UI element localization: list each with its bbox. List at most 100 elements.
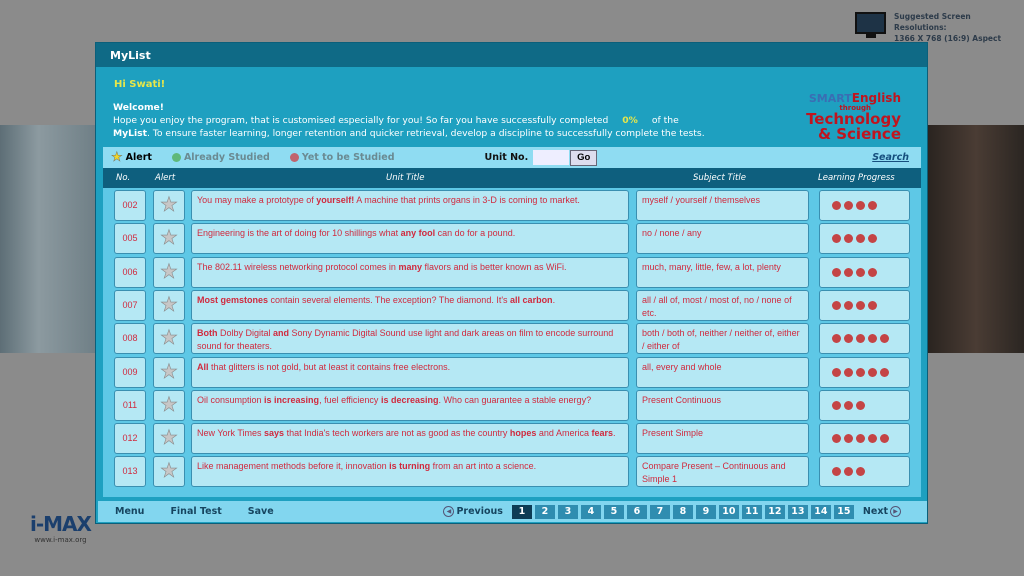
star-icon: ★: [160, 227, 179, 250]
table-row[interactable]: 009 ★ All that glitters is not gold, but…: [103, 355, 921, 388]
title-text: from an art into a science.: [430, 461, 537, 472]
unit-title[interactable]: The 802.11 wireless networking protocol …: [191, 256, 629, 288]
progress-dot: [832, 201, 841, 210]
alert-star-button[interactable]: ★: [153, 323, 185, 355]
progress-dot: [868, 334, 877, 344]
table-row[interactable]: 008 ★ Both Dolby Digital and Sony Dynami…: [103, 321, 921, 355]
subject-title: both / both of, neither / neither of, ei…: [636, 323, 809, 355]
progress-dot: [844, 201, 853, 210]
progress-dot: [868, 300, 877, 310]
table-row[interactable]: 006 ★ The 802.11 wireless networking pro…: [103, 255, 921, 288]
unit-list-panel: ★ Alert Already Studied Yet to be Studied…: [103, 147, 921, 497]
subject-title: myself / yourself / themselves: [636, 190, 809, 221]
page-3-button[interactable]: 3: [557, 504, 578, 519]
table-row[interactable]: 012 ★ New York Times says that India's t…: [103, 421, 921, 455]
unit-title[interactable]: Like management methods before it, innov…: [191, 456, 629, 488]
alert-star-button[interactable]: ★: [153, 423, 185, 455]
page-7-button[interactable]: 7: [649, 504, 670, 519]
progress-dot: [868, 201, 877, 210]
table-row[interactable]: 002 ★ You may make a prototype of yourse…: [103, 188, 921, 221]
title-emphasis: is decreasing: [380, 394, 439, 405]
alert-star-button[interactable]: ★: [153, 389, 185, 421]
subject-title: all, every and whole: [636, 356, 809, 388]
alert-star-button[interactable]: ★: [153, 356, 185, 388]
green-dot-icon: [171, 153, 181, 162]
title-emphasis: Both: [197, 328, 218, 339]
alert-star-button[interactable]: ★: [153, 256, 185, 288]
go-button[interactable]: Go: [570, 149, 598, 166]
search-link[interactable]: Search: [872, 152, 909, 163]
unit-no-input[interactable]: [533, 150, 570, 165]
yet-to-study-filter[interactable]: Yet to be Studied: [289, 152, 395, 163]
welcome-line2: . To ensure faster learning, longer rete…: [147, 128, 705, 139]
menu-button[interactable]: Menu: [115, 506, 145, 517]
unit-number: 005: [114, 223, 146, 255]
progress-dot: [832, 434, 841, 444]
table-row[interactable]: 013 ★ Like management methods before it,…: [103, 454, 921, 488]
already-studied-label: Already Studied: [183, 152, 270, 163]
table-row[interactable]: 011 ★ Oil consumption is increasing, fue…: [103, 388, 921, 421]
title-text: , fuel efficiency: [319, 394, 381, 405]
page-15-button[interactable]: 15: [833, 504, 854, 519]
learning-progress: [819, 389, 910, 421]
progress-dot: [844, 234, 853, 244]
page-4-button[interactable]: 4: [580, 504, 601, 519]
already-studied-filter[interactable]: Already Studied: [171, 152, 270, 163]
table-header: No. Alert Unit Title Subject Title Learn…: [103, 168, 921, 188]
unit-title[interactable]: Both Dolby Digital and Sony Dynamic Digi…: [191, 323, 629, 355]
alert-filter[interactable]: ★ Alert: [111, 150, 152, 166]
title-emphasis: All: [197, 361, 209, 372]
title-emphasis: fears: [591, 428, 613, 439]
page-9-button[interactable]: 9: [695, 504, 716, 519]
completion-percent: 0%: [622, 115, 638, 126]
page-14-button[interactable]: 14: [810, 504, 831, 519]
progress-dot: [856, 467, 865, 477]
unit-title[interactable]: New York Times says that India's tech wo…: [191, 423, 629, 455]
final-test-button[interactable]: Final Test: [170, 506, 222, 517]
alert-star-button[interactable]: ★: [153, 223, 185, 255]
subject-title: Present Continuous: [636, 389, 809, 421]
arrow-right-icon: ▶: [890, 506, 901, 517]
col-subject-title: Subject Title: [693, 173, 746, 183]
unit-title[interactable]: You may make a prototype of yourself! A …: [191, 190, 629, 221]
unit-title[interactable]: Engineering is the art of doing for 10 s…: [191, 223, 629, 255]
previous-button[interactable]: ◀ Previous: [443, 506, 503, 517]
page-5-button[interactable]: 5: [603, 504, 624, 519]
table-row[interactable]: 005 ★ Engineering is the art of doing fo…: [103, 221, 921, 255]
page-2-button[interactable]: 2: [534, 504, 555, 519]
page-6-button[interactable]: 6: [626, 504, 647, 519]
alert-star-button[interactable]: ★: [153, 289, 185, 321]
page-1-button[interactable]: 1: [511, 504, 532, 519]
progress-dot: [832, 367, 841, 377]
unit-title[interactable]: Oil consumption is increasing, fuel effi…: [191, 389, 629, 421]
page-13-button[interactable]: 13: [787, 504, 808, 519]
next-button[interactable]: Next ▶: [863, 506, 901, 517]
alert-star-button[interactable]: ★: [153, 456, 185, 488]
title-emphasis: is increasing: [264, 394, 320, 405]
progress-dot: [844, 267, 853, 277]
learning-progress: [819, 289, 910, 321]
progress-dot: [868, 367, 877, 377]
alert-filter-label: Alert: [125, 152, 152, 163]
page-8-button[interactable]: 8: [672, 504, 693, 519]
progress-dot: [844, 434, 853, 444]
filter-bar: ★ Alert Already Studied Yet to be Studied…: [103, 147, 921, 168]
alert-star-button[interactable]: ★: [153, 190, 185, 221]
unit-title[interactable]: Most gemstones contain several elements.…: [191, 289, 629, 321]
progress-dot: [880, 367, 889, 377]
yet-to-study-label: Yet to be Studied: [301, 152, 395, 163]
progress-dot: [856, 234, 865, 244]
brand-tech: Technology: [806, 110, 901, 128]
welcome-message: Welcome! Hope you enjoy the program, tha…: [113, 101, 753, 140]
save-button[interactable]: Save: [247, 506, 274, 517]
page-11-button[interactable]: 11: [741, 504, 762, 519]
page-12-button[interactable]: 12: [764, 504, 785, 519]
table-row[interactable]: 007 ★ Most gemstones contain several ele…: [103, 288, 921, 321]
title-emphasis: yourself!: [316, 195, 355, 205]
page-10-button[interactable]: 10: [718, 504, 739, 519]
resolution-title: Suggested Screen Resolutions:: [894, 12, 971, 32]
title-text: flavors and is better known as WiFi.: [421, 261, 567, 272]
unit-title[interactable]: All that glitters is not gold, but at le…: [191, 356, 629, 388]
progress-dot: [844, 400, 853, 410]
